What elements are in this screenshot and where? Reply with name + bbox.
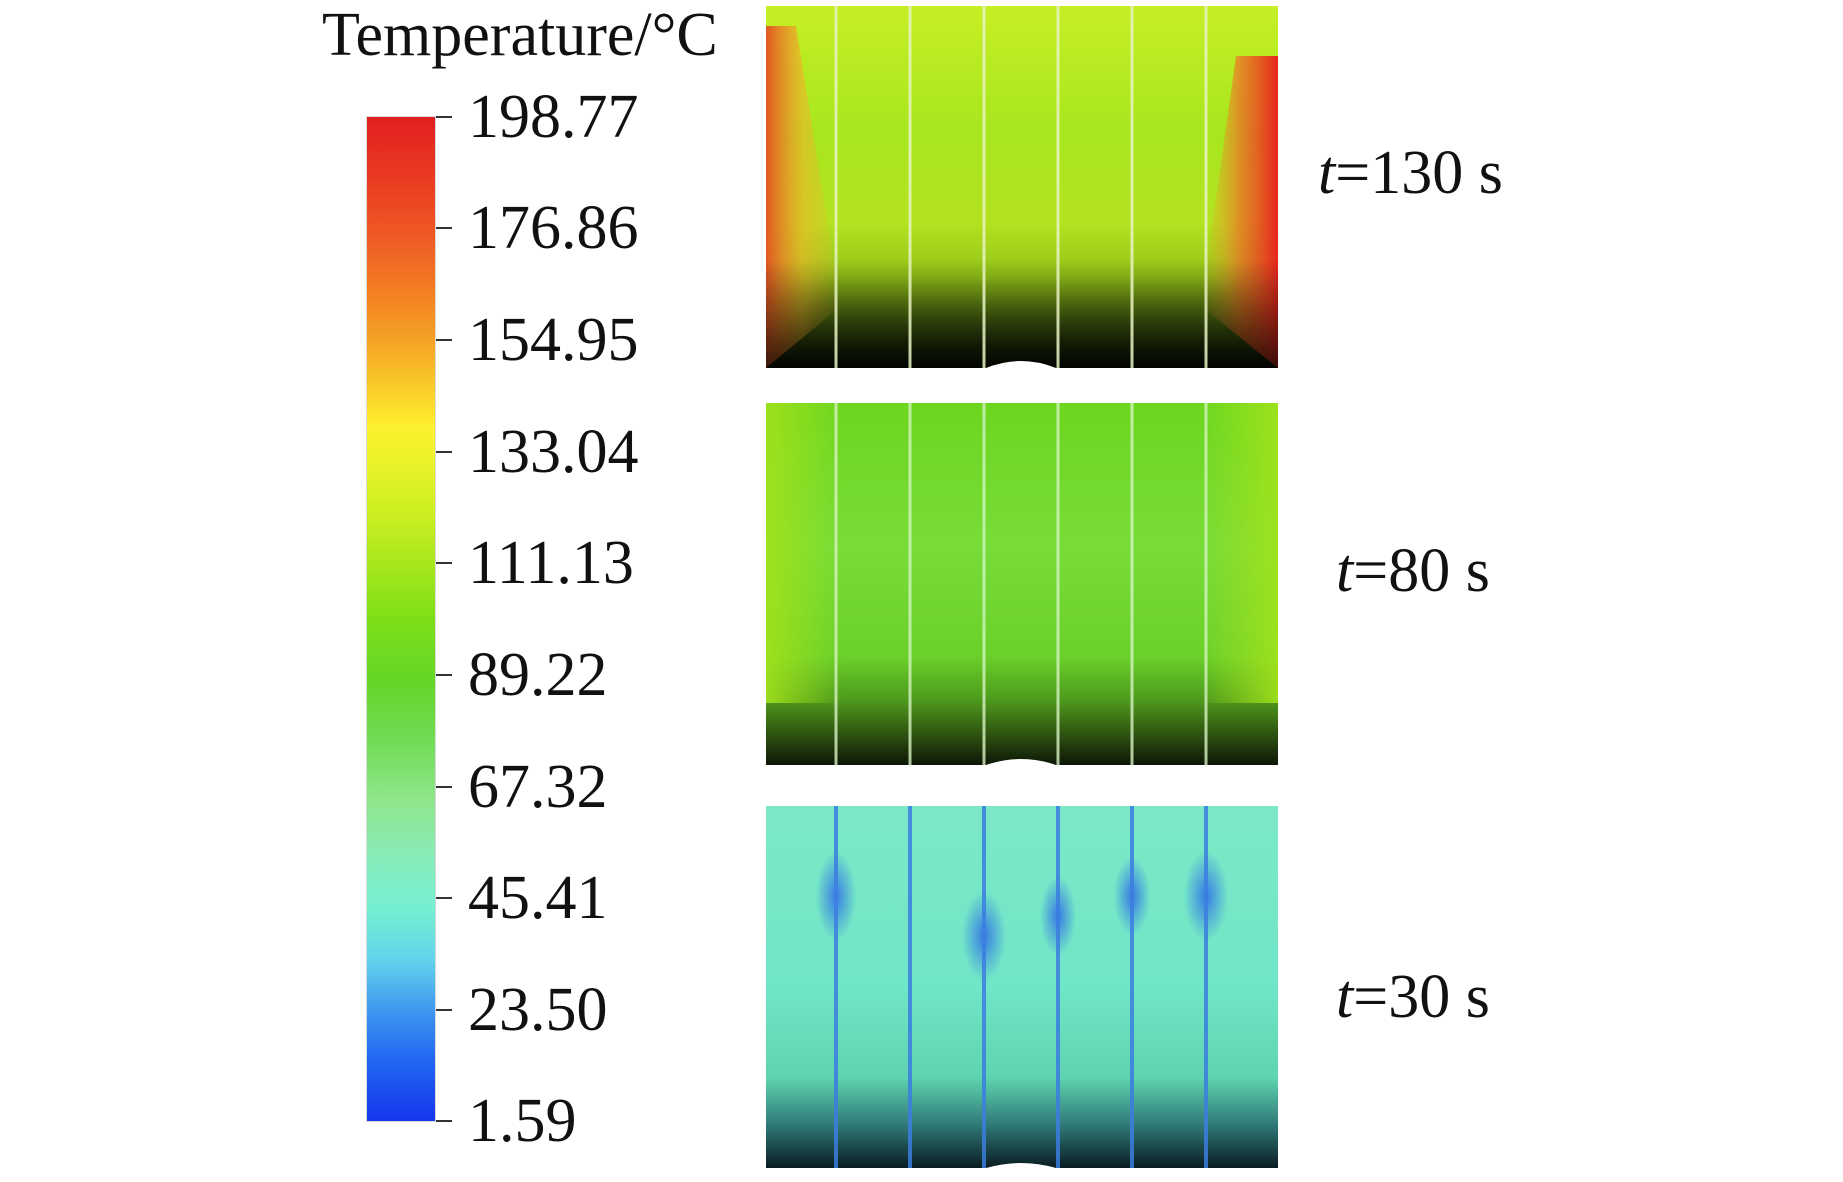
time-label-t80: t=80 s [1336, 537, 1490, 605]
colorbar-tick [436, 1009, 452, 1011]
colorbar-label: 176.86 [468, 194, 639, 262]
colorbar-label: 111.13 [468, 529, 634, 597]
temperature-colorbar [366, 116, 436, 1122]
legend-title: Temperature/°C [322, 1, 718, 69]
colorbar-tick [436, 116, 452, 118]
colorbar-tick [436, 451, 452, 453]
colorbar-tick [436, 674, 452, 676]
colorbar-tick [436, 786, 452, 788]
colorbar-tick [436, 897, 452, 899]
time-label-t130: t=130 s [1318, 139, 1503, 207]
colorbar-label: 23.50 [468, 976, 608, 1044]
colorbar-label: 67.32 [468, 753, 608, 821]
colorbar-label: 45.41 [468, 864, 608, 932]
colorbar-tick [436, 339, 452, 341]
colorbar-label: 154.95 [468, 306, 639, 374]
colorbar-label: 133.04 [468, 418, 639, 486]
temperature-field-t130 [766, 6, 1278, 368]
colorbar-label: 198.77 [468, 83, 639, 151]
colorbar-tick [436, 1120, 452, 1122]
time-label-t30: t=30 s [1336, 963, 1490, 1031]
colorbar-label: 1.59 [468, 1087, 577, 1155]
colorbar-tick [436, 562, 452, 564]
colorbar-label: 89.22 [468, 641, 608, 709]
temperature-field-t30 [766, 806, 1278, 1168]
temperature-field-t80 [766, 403, 1278, 765]
colorbar-tick [436, 227, 452, 229]
